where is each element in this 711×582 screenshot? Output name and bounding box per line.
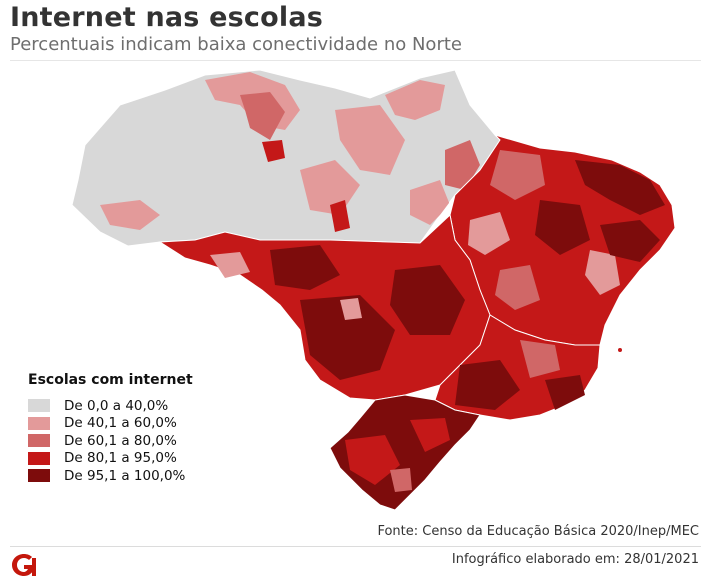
- legend-item: De 80,1 a 95,0%: [28, 450, 193, 468]
- legend-label: De 0,0 a 40,0%: [64, 397, 169, 414]
- brazil-choropleth-map: [71, 69, 676, 511]
- legend-swatch: [28, 469, 50, 483]
- legend-swatch: [28, 451, 50, 465]
- legend-item: De 0,0 a 40,0%: [28, 397, 193, 415]
- legend-item: De 60,1 a 80,0%: [28, 432, 193, 450]
- page-title: Internet nas escolas: [10, 2, 324, 33]
- infographic-credit: Infográfico elaborado em: 28/01/2021: [451, 552, 699, 567]
- legend-item: De 95,1 a 100,0%: [28, 467, 193, 485]
- source-note: Fonte: Censo da Educação Básica 2020/Ine…: [377, 524, 699, 539]
- legend-label: De 60,1 a 80,0%: [64, 432, 177, 449]
- legend-swatch: [28, 434, 50, 448]
- footer-divider: [10, 546, 701, 547]
- map-legend: Escolas com internet De 0,0 a 40,0% De 4…: [28, 372, 193, 485]
- north-patches: [100, 72, 480, 232]
- south-patches: [345, 418, 450, 492]
- legend-item: De 40,1 a 60,0%: [28, 415, 193, 433]
- center-west-patches: [210, 245, 465, 380]
- g1-logo: [12, 554, 36, 576]
- legend-title: Escolas com internet: [28, 372, 193, 388]
- legend-swatch: [28, 399, 50, 413]
- page-subtitle: Percentuais indicam baixa conectividade …: [10, 34, 462, 55]
- coastal-island: [618, 348, 622, 352]
- header-divider: [10, 60, 701, 61]
- legend-label: De 80,1 a 95,0%: [64, 450, 177, 467]
- legend-swatch: [28, 416, 50, 430]
- southeast-patches: [455, 340, 585, 410]
- legend-label: De 40,1 a 60,0%: [64, 415, 177, 432]
- northeast-patches: [468, 150, 665, 310]
- legend-label: De 95,1 a 100,0%: [64, 467, 186, 484]
